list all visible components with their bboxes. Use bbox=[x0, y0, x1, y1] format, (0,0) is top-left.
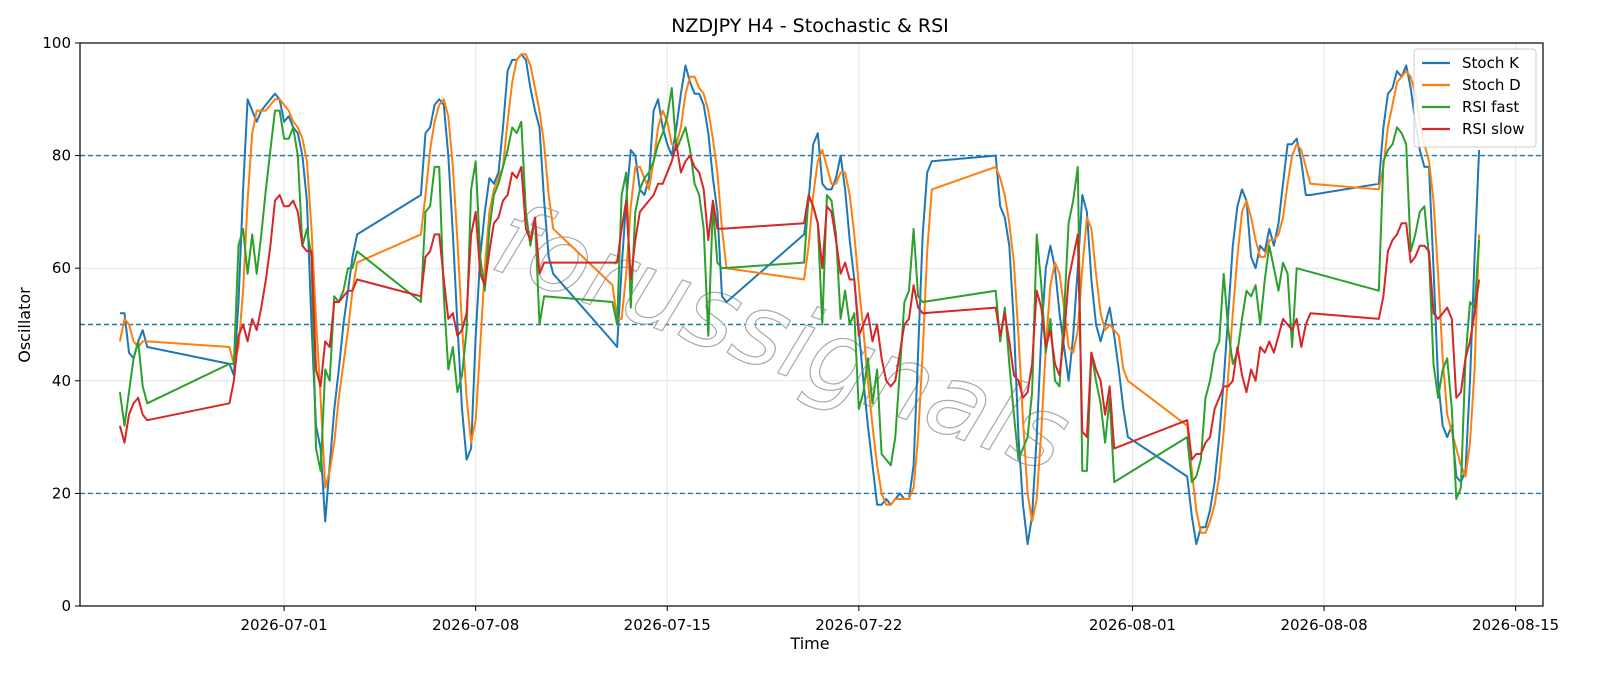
legend: Stoch K Stoch D RSI fast RSI slow bbox=[1413, 48, 1537, 148]
y-axis-label: Oscillator bbox=[15, 287, 34, 363]
plot-frame bbox=[79, 42, 1544, 607]
x-axis-label: Time bbox=[789, 634, 829, 653]
series-line-rsi-slow bbox=[118, 143, 1481, 461]
y-tick-label: 60 bbox=[52, 259, 71, 277]
legend-label: RSI slow bbox=[1462, 120, 1525, 138]
y-axis-ticks: 0 20 40 60 80 100 bbox=[42, 34, 80, 615]
y-tick-label: 40 bbox=[52, 372, 71, 390]
y-tick-label: 80 bbox=[52, 147, 71, 165]
x-tick-label: 2026-08-15 bbox=[1472, 616, 1559, 634]
series-line-rsi-fast bbox=[118, 87, 1481, 500]
y-tick-label: 100 bbox=[42, 34, 71, 52]
series-lines bbox=[118, 53, 1481, 546]
y-tick-label: 0 bbox=[61, 597, 71, 615]
legend-label: Stoch D bbox=[1462, 76, 1521, 94]
x-tick-label: 2026-08-08 bbox=[1280, 616, 1367, 634]
x-tick-label: 2026-07-22 bbox=[815, 616, 902, 634]
x-tick-label: 2026-07-01 bbox=[241, 616, 328, 634]
legend-label: Stoch K bbox=[1462, 54, 1520, 72]
legend-box bbox=[1413, 48, 1537, 148]
x-tick-label: 2026-08-01 bbox=[1089, 616, 1176, 634]
x-tick-label: 2026-07-15 bbox=[624, 616, 711, 634]
x-axis-ticks: 2026-07-01 2026-07-08 2026-07-15 2026-07-22… bbox=[241, 606, 1559, 634]
series-line-stoch-d bbox=[118, 53, 1481, 534]
y-tick-label: 20 bbox=[52, 484, 71, 502]
chart-title: NZDJPY H4 - Stochastic & RSI bbox=[671, 15, 949, 37]
x-tick-label: 2026-07-08 bbox=[432, 616, 519, 634]
legend-label: RSI fast bbox=[1462, 98, 1519, 116]
